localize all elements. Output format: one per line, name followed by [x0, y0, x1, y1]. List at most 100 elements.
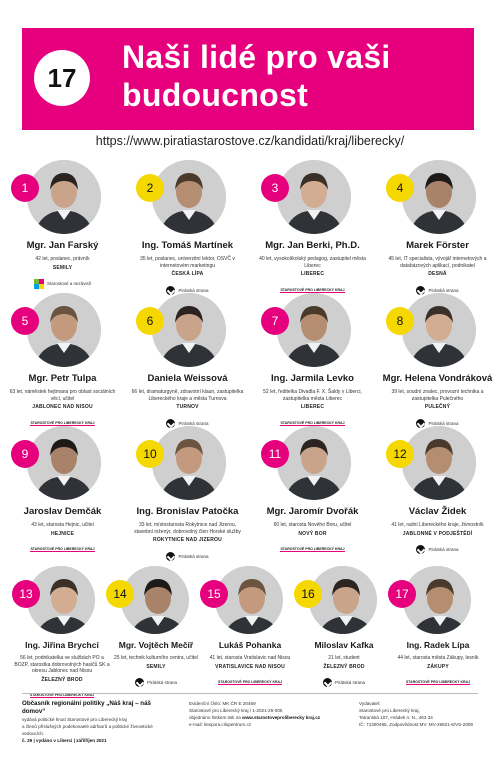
candidate-name: Jaroslav Demčák [23, 506, 102, 517]
party-label: Pirátská strana [428, 547, 459, 552]
party-affiliation: Pirátská strana [125, 285, 250, 295]
footer-email[interactable]: e-mail: liespora.cilopentrum.cz [189, 722, 252, 727]
candidate-photo [402, 293, 476, 367]
candidate-description: 39 let, soudní znalec, provozní technika… [391, 389, 484, 402]
candidate-town: ROKYTNICE NAD JIZEROU [153, 537, 222, 543]
party-label: Pirátská strana [178, 420, 209, 426]
candidate-description: 35 let, poslanec, univerzitní lektor, OS… [140, 256, 235, 269]
candidate-number-badge: 15 [200, 580, 228, 608]
candidate-photo [152, 426, 226, 500]
candidate-card: 17 Ing. Radek Lípa 44 let, starosta města … [386, 566, 490, 688]
person-portrait-icon [277, 293, 351, 367]
party-affiliation: STAROSTOVÉ PRO LIBERECKÝ KRAJ [250, 418, 375, 428]
candidate-card: 12 Václav Židek 41 let, radní Libereckého … [375, 426, 500, 555]
candidate-photo [215, 566, 283, 634]
candidate-number-badge: 1 [11, 174, 39, 202]
party-affiliation: Pirátská strana [375, 545, 500, 555]
candidate-photo-area: 12 [375, 426, 500, 502]
candidate-description: 60 let, starosta Nového Boru, učitel [273, 522, 352, 528]
candidate-photo [27, 160, 101, 234]
candidate-card: 7 Ing. Jarmila Levko 52 let, ředitelka Div… [250, 293, 375, 428]
candidate-description: 40 let, vysokoškolský pedagog, zastupite… [259, 256, 366, 269]
pirate-party-logo-icon [322, 678, 332, 687]
candidate-name: Marek Förster [406, 240, 469, 251]
candidate-town: TURNOV [176, 404, 199, 410]
pirate-party-logo-icon [416, 545, 426, 554]
candidate-number-badge: 5 [11, 307, 39, 335]
candidate-card: 14 Mgr. Vojtěch Mečíř 25 let, technik kult… [104, 566, 208, 688]
party-affiliation: Pirátská strana [125, 551, 250, 561]
candidate-town: JABLONEC NAD NISOU [32, 404, 93, 410]
candidate-name: Mgr. Helena Vondráková [382, 373, 493, 384]
pirate-party-logo-icon [166, 418, 176, 428]
candidate-number-badge: 8 [386, 307, 414, 335]
candidate-town: VRATISLAVICE NAD NISOU [215, 663, 285, 670]
candidate-description: 41 let, starosta Vratislavic nad Nisou [209, 655, 291, 661]
candidate-card: 11 Mgr. Jaromír Dvořák 60 let, starosta No… [250, 426, 375, 555]
candidate-name: Daniela Weissová [147, 373, 228, 384]
candidate-card: 8 Mgr. Helena Vondráková 39 let, soudní zn… [375, 293, 500, 428]
person-portrait-icon [402, 160, 476, 234]
candidate-photo [27, 293, 101, 367]
person-portrait-icon [152, 426, 226, 500]
footer-issue: č. 29 | vydáno v Liberci | září/říjen 20… [22, 738, 107, 743]
footer-text: Vydavatel: [359, 701, 381, 706]
candidate-photo [27, 426, 101, 500]
starostove-logo-icon: STAROSTOVÉ PRO LIBERECKÝ KRAJ [280, 287, 345, 293]
candidate-photo-area: 3 [250, 160, 375, 236]
candidate-description: 45 let, IT specialista, vývojář internet… [388, 256, 487, 269]
footer-link[interactable]: www.starostoveproliberecky kraj.cz [242, 715, 321, 720]
candidate-town: SEMILY [146, 663, 166, 670]
starostove-logo-icon: STAROSTOVÉ PRO LIBERECKÝ KRAJ [30, 420, 95, 426]
footer-title: Občasník regionální politiky „Náš kraj –… [22, 700, 151, 715]
party-affiliation: Pirátská strana [104, 678, 208, 688]
candidate-photo-area: 5 [0, 293, 125, 369]
candidate-card: 2 Ing. Tomáš Martínek 35 let, poslanec, un… [125, 160, 250, 295]
candidate-name: Ing. Jarmila Levko [271, 373, 354, 384]
candidate-description: 25 let, technik kulturního centra, učite… [114, 655, 198, 661]
candidate-town: ČESKÁ LÍPA [171, 271, 204, 277]
party-affiliation: Pirátská strana [125, 418, 250, 428]
candidate-card: 3 Mgr. Jan Berki, Ph.D. 40 let, vysokoškol… [250, 160, 375, 295]
page-title: Naši lidé pro vaši budoucnost [122, 38, 462, 114]
candidate-town: LIBEREC [300, 404, 325, 410]
footer-divider [22, 693, 478, 694]
candidate-photo-area: 15 [198, 566, 302, 636]
candidate-name: Václav Židek [408, 506, 467, 517]
candidate-photo-area: 4 [375, 160, 500, 236]
party-affiliation: STAROSTOVÉ PRO LIBERECKÝ KRAJ [250, 545, 375, 555]
candidate-name: Mgr. Jaromír Dvořák [266, 506, 359, 517]
candidate-town: DESNÁ [428, 271, 447, 277]
party-label: Pirátská strana [428, 420, 459, 426]
party-label: Starostové a nezávislí [46, 281, 92, 286]
candidate-photo [277, 293, 351, 367]
candidate-number-badge: 2 [136, 174, 164, 202]
footer-publisher-info: Občasník regionální politiky „Náš kraj –… [22, 700, 172, 744]
candidate-description: 41 let, radní Libereckého kraje, živnost… [391, 522, 484, 528]
candidate-card: 13 Ing. Jiřina Brychcí 56 let, podnikatelk… [10, 566, 114, 701]
candidate-photo [152, 160, 226, 234]
candidate-photo-area: 9 [0, 426, 125, 502]
candidate-town: HEJNICE [50, 530, 75, 537]
footer-text: Starostové pro Liberecký kraj, [359, 708, 420, 713]
candidate-card: 4 Marek Förster 45 let, IT specialista, vý… [375, 160, 500, 295]
candidate-description: 52 let, ředitelka Divadla F. X. Šaldy v … [263, 389, 362, 402]
person-portrait-icon [27, 293, 101, 367]
footer-text: a členů příslušných podekonaelé adrfaorů… [22, 724, 153, 736]
candidate-description: 66 let, dramaturgyně, zdravotní klaun, z… [131, 389, 244, 402]
starostove-logo-icon: STAROSTOVÉ PRO LIBERECKÝ KRAJ [280, 420, 345, 426]
pirate-party-logo-icon [416, 285, 426, 295]
candidate-card: 9 Jaroslav Demčák 43 let, starosta Hejnic,… [0, 426, 125, 555]
candidate-number-badge: 17 [388, 580, 416, 608]
candidate-photo-area: 10 [125, 426, 250, 502]
candidate-description: 44 let, starosta města Zákupy, lesník [397, 655, 479, 661]
candidate-photo [277, 160, 351, 234]
candidate-town: SEMILY [52, 264, 73, 271]
candidate-description: 33 let, místostarosta Rokytnice nad Jize… [134, 522, 241, 535]
person-portrait-icon [27, 426, 101, 500]
candidate-town: NOVÝ BOR [298, 530, 327, 537]
footer-text: Tatranská 107, Hrádek n. N., 463 34 [359, 715, 433, 720]
candidate-town: JABLONNÉ V PODJEŠTĚDÍ [402, 530, 473, 537]
candidates-url[interactable]: https://www.piratiastarostove.cz/kandida… [95, 134, 405, 148]
party-label: Pirátská strana [334, 680, 365, 685]
